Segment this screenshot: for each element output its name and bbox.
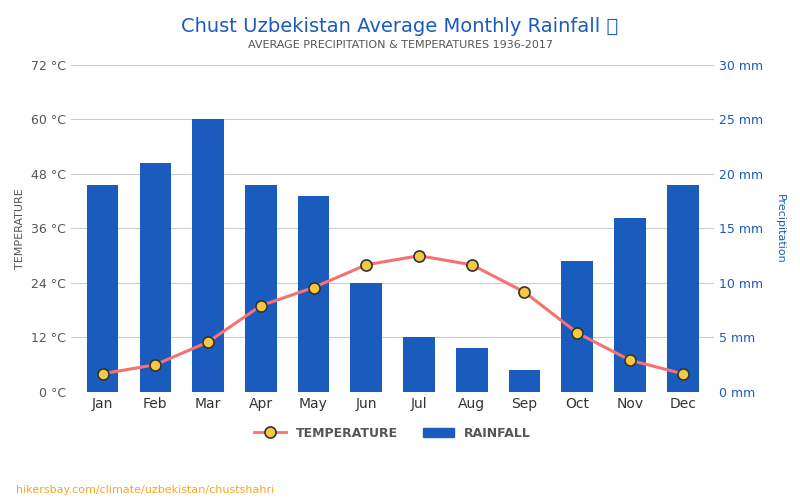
Y-axis label: Precipitation: Precipitation bbox=[775, 194, 785, 264]
Text: AVERAGE PRECIPITATION & TEMPERATURES 1936-2017: AVERAGE PRECIPITATION & TEMPERATURES 193… bbox=[247, 40, 553, 50]
Bar bbox=[245, 185, 277, 392]
Bar bbox=[350, 283, 382, 392]
Text: hikersbay.com/climate/uzbekistan/chustshahri: hikersbay.com/climate/uzbekistan/chustsh… bbox=[16, 485, 274, 495]
Bar bbox=[192, 120, 224, 392]
Bar bbox=[667, 185, 698, 392]
Bar bbox=[298, 196, 330, 392]
Bar bbox=[456, 348, 487, 392]
Bar bbox=[562, 261, 593, 392]
Bar bbox=[509, 370, 540, 392]
Bar bbox=[86, 185, 118, 392]
Bar bbox=[614, 218, 646, 392]
Y-axis label: TEMPERATURE: TEMPERATURE bbox=[15, 188, 25, 269]
Bar bbox=[139, 163, 171, 392]
Legend: TEMPERATURE, RAINFALL: TEMPERATURE, RAINFALL bbox=[250, 422, 536, 444]
Text: Chust Uzbekistan Average Monthly Rainfall 🌧: Chust Uzbekistan Average Monthly Rainfal… bbox=[182, 18, 618, 36]
Bar bbox=[403, 338, 435, 392]
